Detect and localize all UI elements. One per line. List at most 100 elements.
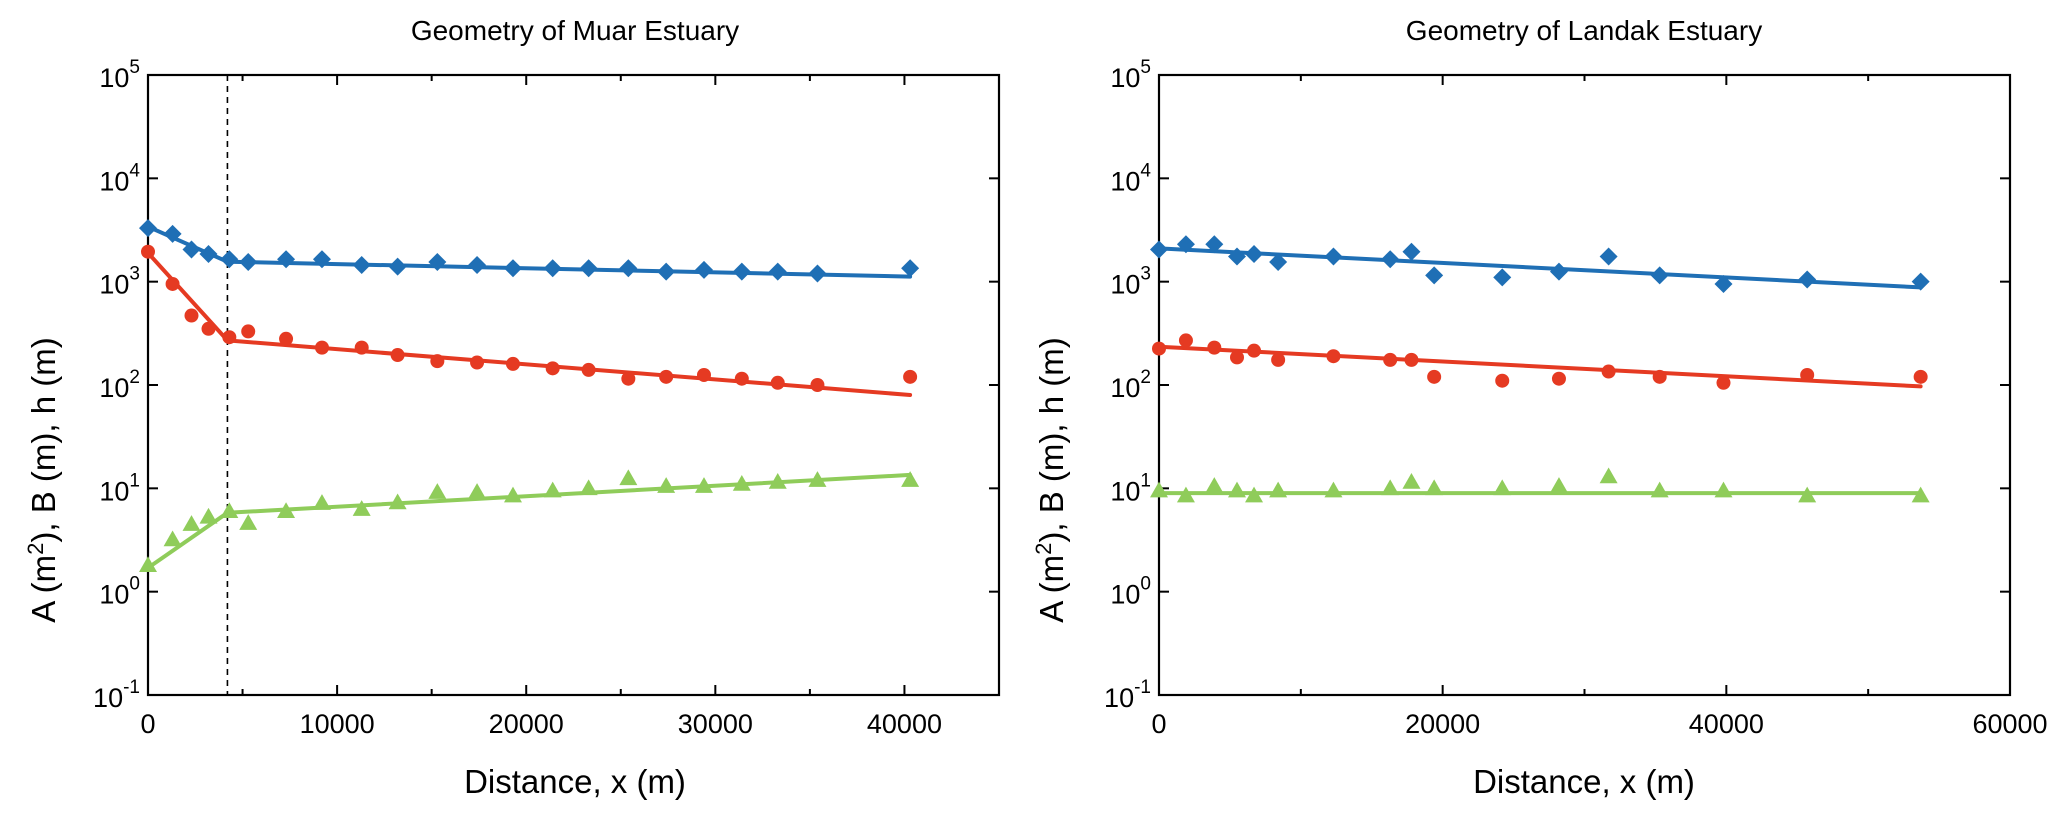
data-point-h bbox=[619, 469, 638, 486]
data-point-A bbox=[1425, 266, 1444, 285]
chart-title: Geometry of Landak Estuary bbox=[1406, 15, 1762, 46]
data-point-A bbox=[1269, 252, 1288, 271]
y-axis-label-superscript: 2 bbox=[23, 543, 48, 555]
data-point-A bbox=[619, 259, 638, 278]
data-point-B bbox=[1326, 349, 1341, 364]
data-point-h bbox=[1228, 481, 1247, 498]
data-point-h bbox=[1381, 479, 1400, 496]
data-point-h bbox=[732, 475, 751, 491]
y-axis-label: A (m2), B (m), h (m) bbox=[23, 337, 62, 622]
data-point-A bbox=[1150, 240, 1168, 259]
data-point-B bbox=[222, 330, 237, 345]
data-point-B bbox=[810, 378, 825, 392]
data-point-h bbox=[277, 502, 296, 519]
data-point-B bbox=[734, 371, 749, 386]
data-point-B bbox=[279, 331, 294, 346]
data-point-A bbox=[163, 224, 182, 243]
x-tick-label: 30000 bbox=[678, 709, 753, 739]
y-tick-base: 10 bbox=[99, 373, 129, 403]
data-point-B bbox=[1551, 371, 1566, 386]
data-point-A bbox=[901, 259, 920, 278]
data-point-B bbox=[430, 354, 445, 369]
axes-ticks: 0 10000 20000 30000 400001051041031021011001… bbox=[93, 57, 999, 739]
y-tick-base: 10 bbox=[1110, 270, 1140, 300]
data-point-A bbox=[352, 255, 371, 274]
data-point-B bbox=[1427, 369, 1442, 384]
y-tick-base: 10 bbox=[99, 63, 129, 93]
data-point-A bbox=[1402, 242, 1421, 261]
data-point-h bbox=[1245, 486, 1264, 503]
data-point-A bbox=[468, 255, 487, 274]
data-point-B bbox=[390, 348, 405, 363]
chart-title: Geometry of Muar Estuary bbox=[411, 15, 739, 46]
data-point-B bbox=[903, 369, 918, 384]
y-axis-label-part1: A (m bbox=[25, 555, 62, 623]
y-tick-base: 10 bbox=[99, 476, 129, 506]
data-point-A bbox=[1798, 270, 1817, 289]
y-tick-exponent: 4 bbox=[1140, 160, 1151, 181]
data-point-A bbox=[1911, 272, 1930, 291]
data-point-A bbox=[312, 250, 331, 269]
y-tick-label: 104 bbox=[1110, 160, 1151, 196]
y-tick-exponent: 0 bbox=[129, 574, 140, 595]
y-tick-base: 10 bbox=[93, 683, 123, 713]
data-point-h bbox=[199, 507, 218, 524]
data-point-B bbox=[1495, 373, 1510, 388]
data-point-A bbox=[1549, 262, 1568, 281]
y-axis-label-part2: ), B (m), h (m) bbox=[25, 337, 62, 542]
panel-muar: Geometry of Muar Estuary Distance, x (m)… bbox=[23, 15, 1001, 800]
y-tick-label: 101 bbox=[99, 470, 140, 506]
data-point-A bbox=[1650, 266, 1669, 285]
y-tick-base: 10 bbox=[1110, 166, 1140, 196]
data-point-A bbox=[220, 250, 239, 269]
data-point-A bbox=[1381, 250, 1400, 269]
panel-landak: Geometry of Landak Estuary Distance, x (… bbox=[1031, 15, 2048, 800]
data-point-B bbox=[1652, 369, 1667, 384]
y-axis-label-part2: ), B (m), h (m) bbox=[1033, 337, 1070, 542]
data-point-h bbox=[1425, 479, 1444, 496]
y-tick-label: 102 bbox=[99, 367, 140, 403]
data-point-h bbox=[468, 483, 487, 499]
data-point-A bbox=[1714, 274, 1733, 293]
data-point-B bbox=[1230, 350, 1245, 365]
y-tick-exponent: 5 bbox=[129, 57, 140, 78]
y-tick-label: 100 bbox=[1110, 574, 1151, 610]
data-point-h bbox=[768, 473, 787, 489]
y-tick-exponent: 1 bbox=[129, 470, 140, 491]
y-tick-exponent: -1 bbox=[1134, 677, 1151, 698]
y-tick-base: 10 bbox=[99, 270, 129, 300]
data-point-A bbox=[1228, 247, 1247, 266]
fit-lines bbox=[1157, 246, 1923, 496]
y-tick-label: 102 bbox=[1110, 367, 1151, 403]
data-point-h bbox=[694, 477, 713, 493]
data-point-B bbox=[1152, 341, 1166, 356]
data-point-h bbox=[1205, 477, 1224, 493]
data-point-B bbox=[621, 371, 636, 386]
data-point-A bbox=[139, 219, 157, 238]
data-point-h bbox=[1176, 486, 1195, 503]
x-tick-label: 60000 bbox=[1972, 709, 2047, 739]
data-point-h bbox=[1549, 477, 1568, 493]
x-tick-label: 0 bbox=[140, 709, 155, 739]
y-axis-label-part1: A (m bbox=[1033, 555, 1070, 623]
data-point-B bbox=[241, 324, 256, 339]
data-point-h bbox=[579, 479, 598, 496]
fit-line-h bbox=[146, 472, 913, 570]
data-point-h bbox=[1269, 481, 1288, 498]
data-point-h bbox=[1599, 467, 1618, 484]
data-point-h bbox=[503, 486, 522, 503]
y-tick-exponent: 2 bbox=[129, 367, 140, 388]
data-point-B bbox=[581, 362, 596, 377]
data-point-A bbox=[657, 262, 676, 281]
x-axis-label: Distance, x (m) bbox=[1473, 763, 1695, 800]
data-point-A bbox=[277, 250, 296, 269]
data-point-h bbox=[1402, 473, 1421, 489]
data-point-h bbox=[1650, 481, 1669, 498]
data-markers bbox=[1150, 235, 1930, 503]
data-point-B bbox=[545, 361, 560, 376]
data-point-h bbox=[1911, 486, 1930, 503]
y-tick-base: 10 bbox=[1110, 373, 1140, 403]
data-point-A bbox=[579, 259, 598, 278]
data-point-B bbox=[1178, 333, 1193, 348]
